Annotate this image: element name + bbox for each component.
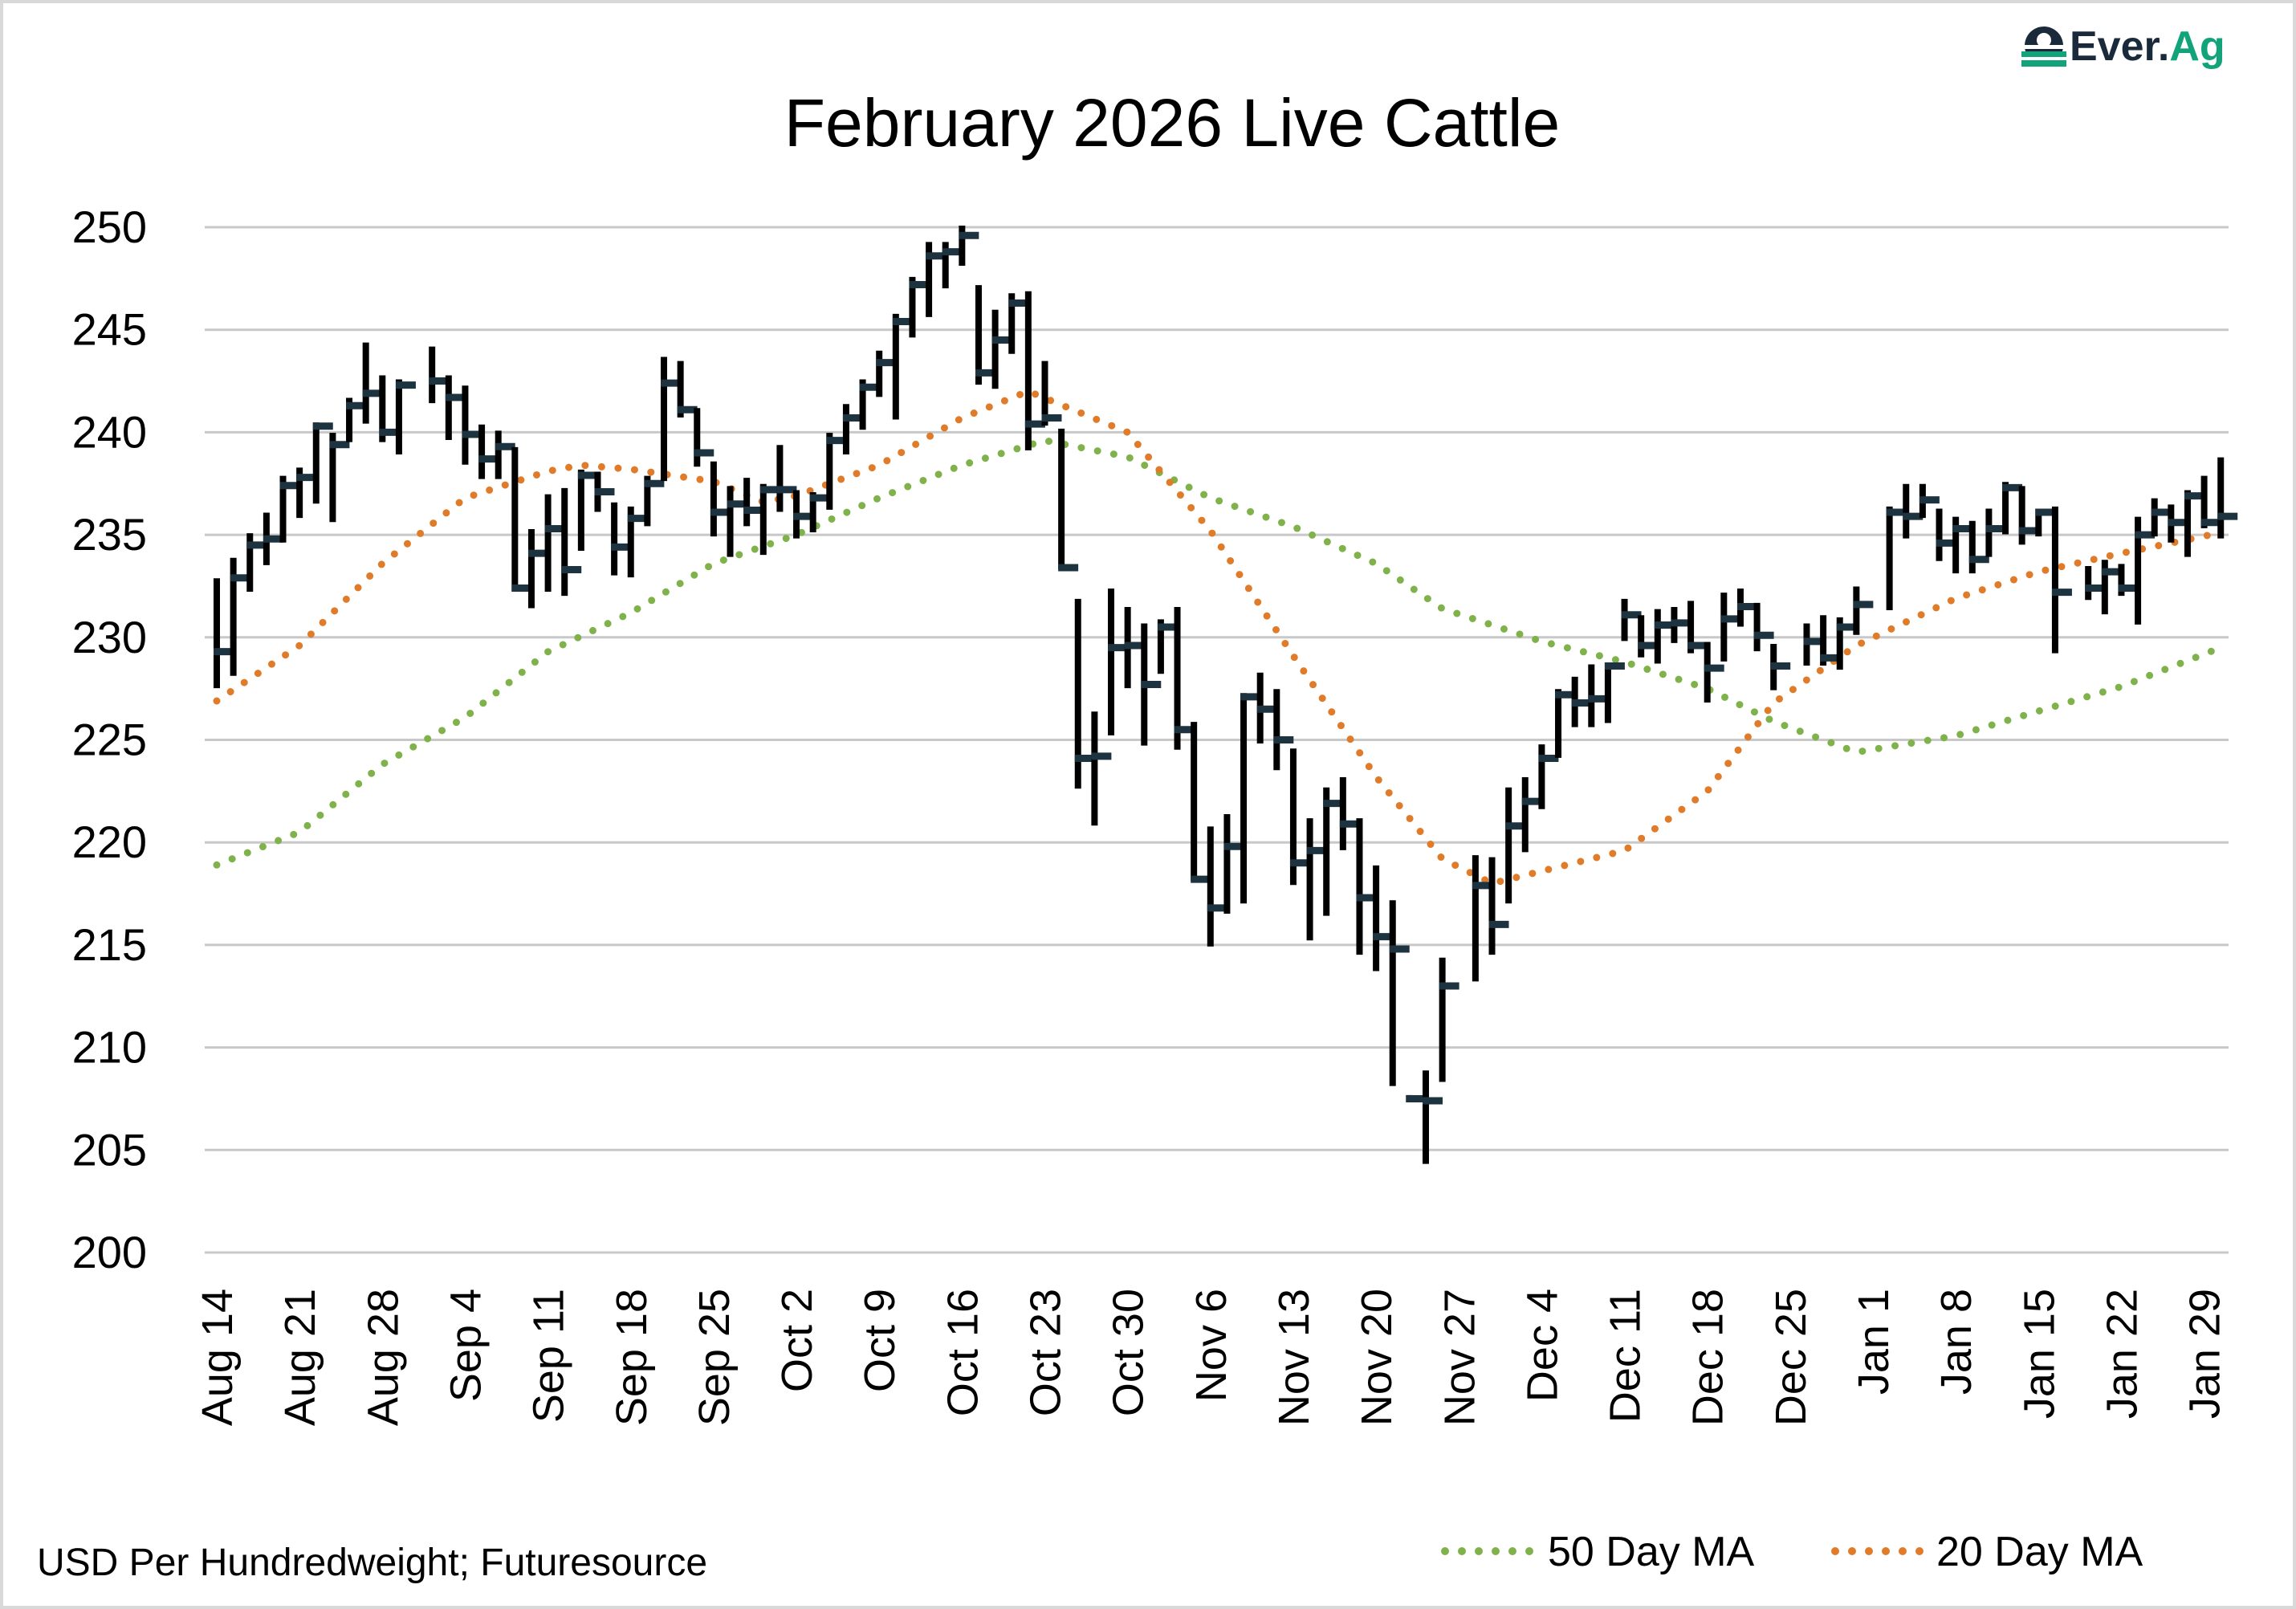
x-axis-ticks: Aug 14 Aug 21 Aug 28 Sep 4 Sep 11 Sep 18 Sep 2… <box>193 1289 2229 1426</box>
price-bar <box>1753 602 1774 652</box>
price-bar <box>2051 506 2072 654</box>
x-tick-label: Nov 20 <box>1353 1289 1401 1426</box>
x-tick-label: Oct 16 <box>938 1289 987 1416</box>
x-tick-label: Aug 21 <box>276 1289 324 1426</box>
price-bar <box>959 226 979 266</box>
x-tick-label: Dec 11 <box>1602 1289 1650 1423</box>
x-tick-label: Aug 14 <box>193 1289 242 1426</box>
price-bar <box>312 422 333 504</box>
x-tick-label: Aug 28 <box>359 1289 407 1426</box>
price-bar <box>1968 520 1989 574</box>
price-bar <box>1853 586 1874 635</box>
y-tick-label: 205 <box>72 1124 147 1175</box>
ever-ag-globe-icon <box>2021 26 2066 67</box>
chart-title: February 2026 Live Cattle <box>784 85 1561 161</box>
y-tick-label: 215 <box>72 919 147 970</box>
x-tick-label: Oct 23 <box>1022 1289 1070 1416</box>
y-tick-label: 200 <box>72 1227 147 1277</box>
x-tick-label: Sep 11 <box>525 1289 573 1423</box>
x-tick-label: Jan 15 <box>2015 1289 2063 1419</box>
x-tick-label: Sep 25 <box>690 1289 739 1426</box>
y-tick-label: 210 <box>72 1022 147 1073</box>
price-bar <box>1488 857 1509 955</box>
x-tick-label: Sep 4 <box>442 1289 490 1402</box>
x-tick-label: Dec 4 <box>1518 1289 1566 1402</box>
y-tick-label: 235 <box>72 509 147 560</box>
price-bar <box>1091 711 1112 826</box>
source-note: USD Per Hundredweight; Futuresource <box>37 1542 707 1584</box>
price-bar <box>1919 483 1940 519</box>
x-tick-label: Oct 9 <box>856 1289 904 1392</box>
y-tick-label: 225 <box>72 715 147 765</box>
price-bar <box>1141 623 1162 746</box>
price-bar <box>694 408 714 467</box>
price-bar <box>1604 662 1625 723</box>
legend-item-20-day-ma: 20 Day MA <box>1831 1529 2143 1575</box>
y-tick-label: 250 <box>72 202 147 252</box>
moving-average-lines <box>213 387 2225 888</box>
price-bar <box>1621 598 1642 642</box>
svg-text:Ever.Ag: Ever.Ag <box>2070 23 2225 70</box>
price-bar <box>1704 642 1724 703</box>
price-bar <box>1439 957 1459 1082</box>
series-line-20-day-ma <box>213 387 2225 888</box>
legend: 50 Day MA 20 Day MA <box>1441 1529 2143 1575</box>
y-tick-label: 230 <box>72 612 147 662</box>
x-tick-label: Oct 2 <box>773 1289 821 1392</box>
logo-text-ag: Ag <box>2169 23 2225 70</box>
price-bars <box>214 226 2238 1164</box>
y-tick-label: 220 <box>72 817 147 867</box>
price-bar <box>1389 900 1410 1086</box>
price-bar <box>644 475 665 527</box>
logo-text-ever: Ever. <box>2070 23 2169 70</box>
logo: Ever.Ag <box>2021 23 2225 70</box>
price-bar <box>395 379 416 454</box>
price-bar <box>1273 689 1294 771</box>
price-bar <box>1058 428 1079 572</box>
x-tick-label: Sep 18 <box>608 1289 656 1426</box>
x-tick-label: Dec 25 <box>1767 1289 1815 1426</box>
x-tick-label: Dec 18 <box>1684 1289 1732 1426</box>
legend-label-20-day-ma: 20 Day MA <box>1936 1529 2143 1575</box>
price-bar <box>1538 744 1559 809</box>
y-tick-label: 240 <box>72 406 147 457</box>
price-bar <box>2217 457 2238 539</box>
x-tick-label: Jan 29 <box>2181 1289 2229 1419</box>
price-bar <box>329 432 350 523</box>
x-tick-label: Jan 1 <box>1850 1289 1898 1395</box>
x-tick-label: Nov 6 <box>1187 1289 1236 1402</box>
price-bar <box>561 487 582 597</box>
gridlines <box>205 226 2229 1254</box>
price-bar <box>495 430 515 479</box>
y-tick-label: 245 <box>72 304 147 355</box>
price-bar <box>1041 360 1062 426</box>
price-bar <box>1770 644 1791 690</box>
x-tick-label: Jan 8 <box>1932 1289 1981 1395</box>
legend-label-50-day-ma: 50 Day MA <box>1548 1529 1755 1575</box>
legend-item-50-day-ma: 50 Day MA <box>1441 1529 1755 1575</box>
x-tick-label: Oct 30 <box>1105 1289 1153 1416</box>
x-tick-label: Jan 22 <box>2098 1289 2146 1419</box>
series-line-50-day-ma <box>213 436 2225 869</box>
x-tick-label: Nov 27 <box>1435 1289 1484 1426</box>
y-axis-ticks: 200 205 210 215 220 225 230 235 240 245 250 <box>72 202 147 1277</box>
x-tick-label: Nov 13 <box>1270 1289 1318 1426</box>
price-bar <box>776 445 797 512</box>
price-bar <box>1422 1070 1443 1164</box>
price-bar <box>594 471 615 512</box>
